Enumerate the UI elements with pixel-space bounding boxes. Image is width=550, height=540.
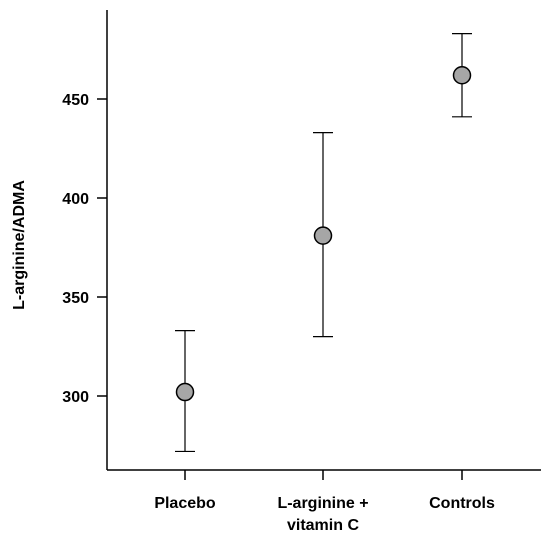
mean-point [452, 65, 472, 85]
x-category-label: L-arginine + vitamin C [277, 495, 368, 534]
x-ticks: Placebo L-arginine + vitamin C Controls [154, 470, 495, 534]
mean-point [313, 226, 333, 245]
y-tick-label: 300 [62, 389, 89, 406]
y-ticks: 300 350 400 450 [62, 92, 107, 406]
data-marks [175, 33, 472, 453]
y-tick-label: 400 [62, 191, 89, 208]
y-axis-title: L-arginine/ADMA [11, 180, 28, 310]
mean-point [175, 382, 195, 402]
x-category-label: Placebo [154, 495, 216, 512]
y-tick-label: 350 [62, 290, 89, 307]
axes [106, 10, 541, 471]
x-category-label: Controls [429, 495, 495, 512]
y-tick-label: 450 [62, 92, 89, 109]
